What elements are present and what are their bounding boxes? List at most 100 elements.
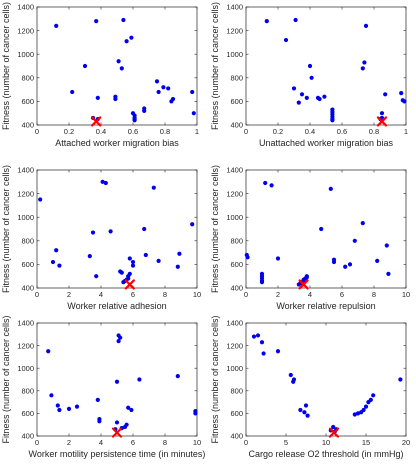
data-point bbox=[50, 259, 56, 265]
data-point bbox=[402, 99, 407, 104]
data-point bbox=[103, 180, 108, 186]
x-tick-label: 0 bbox=[35, 290, 39, 299]
y-tick-label: 400 bbox=[230, 284, 243, 293]
data-point bbox=[95, 95, 100, 100]
data-point bbox=[363, 23, 369, 28]
data-point bbox=[399, 91, 404, 96]
chart-panel-1: 0 0.2 0.4 0.6 0.8 1400600800100012001400Attac… bbox=[1, 2, 199, 148]
chart-panel-4: 0 2 4 6 8 10 400 600 800 1000 1200 1400 Worker relat… bbox=[210, 165, 410, 311]
data-point bbox=[331, 424, 336, 430]
data-point bbox=[142, 226, 147, 232]
data-point bbox=[119, 270, 124, 275]
y-tick-label: 1000 bbox=[17, 213, 34, 222]
data-point bbox=[255, 333, 261, 338]
data-point bbox=[275, 349, 281, 354]
data-point bbox=[94, 19, 99, 24]
y-tick-label: 1400 bbox=[226, 166, 243, 175]
data-point bbox=[375, 258, 380, 263]
data-point bbox=[283, 37, 289, 43]
data-point bbox=[303, 403, 309, 408]
data-point bbox=[371, 393, 376, 398]
best-solution-marker bbox=[298, 279, 309, 290]
data-point bbox=[269, 183, 274, 188]
best-solution-marker bbox=[376, 116, 388, 127]
data-point bbox=[118, 335, 123, 340]
plot-frame bbox=[36, 6, 198, 126]
best-solution-marker bbox=[328, 427, 340, 438]
x-tick-label: 4 bbox=[99, 438, 103, 447]
y-tick-label: 1200 bbox=[17, 189, 34, 198]
x-tick-label: 0.2 bbox=[64, 127, 74, 136]
y-tick-label: 1400 bbox=[17, 3, 34, 12]
plot-frame bbox=[245, 322, 407, 437]
chart-panel-6: 0 5 10 15 20 400 600 800 1000 1200 1400 Cargo relea… bbox=[210, 315, 410, 459]
data-point bbox=[130, 263, 136, 268]
data-point bbox=[57, 263, 62, 268]
data-point bbox=[309, 75, 314, 80]
data-point bbox=[121, 17, 126, 23]
data-point bbox=[55, 403, 60, 408]
data-point bbox=[166, 86, 171, 91]
x-tick-label: 10 bbox=[402, 290, 410, 299]
y-tick-label: 1000 bbox=[226, 213, 243, 222]
data-point bbox=[245, 255, 250, 260]
data-point bbox=[264, 19, 269, 24]
data-point bbox=[108, 229, 113, 234]
data-point bbox=[363, 404, 369, 409]
y-axis-label: Fitness (number of cancer cells) bbox=[210, 165, 220, 293]
x-tick-label: 10 bbox=[322, 438, 330, 447]
data-point bbox=[70, 89, 75, 95]
data-point bbox=[379, 111, 385, 116]
data-point bbox=[190, 222, 195, 227]
data-point bbox=[191, 111, 196, 116]
data-point bbox=[119, 66, 124, 71]
x-tick-label: 2 bbox=[67, 290, 71, 299]
x-tick-label: 0.6 bbox=[337, 127, 347, 136]
data-point bbox=[95, 397, 100, 402]
x-tick-label: 0 bbox=[35, 127, 39, 136]
data-point bbox=[116, 59, 121, 64]
y-tick-label: 600 bbox=[230, 97, 243, 106]
data-point bbox=[90, 230, 96, 235]
y-tick-label: 600 bbox=[21, 97, 34, 106]
data-point bbox=[190, 89, 195, 95]
y-tick-label: 1200 bbox=[17, 26, 34, 35]
y-tick-label: 400 bbox=[21, 121, 34, 130]
data-point bbox=[304, 274, 309, 279]
y-tick-label: 400 bbox=[230, 432, 243, 441]
x-tick-label: 0.4 bbox=[96, 127, 106, 136]
data-point bbox=[57, 407, 62, 413]
y-tick-label: 1000 bbox=[226, 364, 243, 373]
y-tick-label: 800 bbox=[230, 237, 243, 246]
y-tick-label: 1000 bbox=[226, 50, 243, 59]
chart-panel-5: 0 2 4 6 8 10 400 600 800 1000 1200 1400 Worker motil… bbox=[1, 315, 205, 459]
x-axis-label: Unattached worker migration bias bbox=[259, 138, 394, 148]
x-tick-label: 0.4 bbox=[305, 127, 315, 136]
x-tick-label: 2 bbox=[276, 290, 280, 299]
data-point bbox=[360, 66, 365, 71]
x-tick-label: 4 bbox=[99, 290, 103, 299]
x-tick-label: 0.8 bbox=[369, 127, 379, 136]
y-axis-label: Fitness (number of cancer cells) bbox=[210, 315, 220, 443]
x-tick-label: 0 bbox=[244, 290, 248, 299]
plot-frame bbox=[36, 322, 198, 437]
y-tick-label: 1400 bbox=[226, 3, 243, 12]
y-tick-label: 1000 bbox=[17, 364, 34, 373]
data-point bbox=[151, 185, 156, 190]
x-tick-label: 0 bbox=[244, 438, 248, 447]
x-tick-label: 1 bbox=[404, 127, 408, 136]
y-tick-label: 400 bbox=[230, 121, 243, 130]
data-point bbox=[331, 257, 337, 262]
data-point bbox=[175, 264, 180, 269]
data-point bbox=[54, 23, 59, 28]
x-tick-label: 6 bbox=[131, 290, 135, 299]
data-point bbox=[177, 251, 182, 256]
x-tick-label: 8 bbox=[372, 290, 376, 299]
data-point bbox=[296, 100, 301, 105]
best-marker-stroke bbox=[376, 116, 388, 127]
y-tick-label: 800 bbox=[21, 237, 34, 246]
data-point bbox=[49, 393, 54, 398]
data-point bbox=[319, 226, 324, 232]
y-tick-label: 600 bbox=[230, 409, 243, 418]
best-solution-marker bbox=[111, 427, 123, 438]
